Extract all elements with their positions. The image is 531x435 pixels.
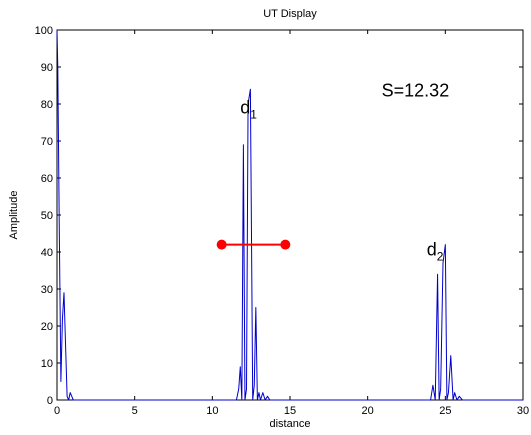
x-tick-label: 5 [132,405,138,417]
s-value-label: S=12.32 [382,81,450,101]
y-tick-label: 60 [41,173,53,185]
x-tick-label: 20 [362,405,374,417]
x-tick-label: 10 [206,405,218,417]
y-tick-label: 40 [41,247,53,259]
x-tick-label: 25 [439,405,451,417]
y-axis-label: Amplitude [8,191,20,240]
plot-area [56,29,524,401]
peak-label-d1-main: d [240,97,250,117]
x-tick-label: 0 [54,405,60,417]
peak-label-d1-subscript: 1 [250,107,257,121]
y-tick-label: 70 [41,136,53,148]
peak-label-d2-main: d [427,240,437,260]
y-tick-label: 30 [41,284,53,296]
x-axis-label: distance [270,418,311,430]
marker-end-dot [280,239,291,250]
x-tick-label: 15 [284,405,296,417]
series-layer [56,29,523,401]
y-tick-label: 50 [41,210,53,222]
y-tick-label: 80 [41,99,53,111]
marker-layer [216,239,291,250]
marker-start-dot [216,239,227,250]
peak-label-d2: d2 [427,240,444,264]
y-tick-label: 20 [41,321,53,333]
peak-label-d2-subscript: 2 [437,250,444,264]
y-tick-label: 90 [41,62,53,74]
chart-title: UT Display [263,8,317,20]
y-tick-label: 10 [41,358,53,370]
y-tick-label: 0 [47,395,53,407]
peak-label-d1: d1 [240,97,257,121]
y-tick-label: 100 [35,25,53,37]
amplitude-series-line [56,29,523,401]
x-tick-label: 30 [517,405,529,417]
y-axis: 0 10 20 30 40 50 60 70 80 90 100 [35,25,523,407]
x-axis: 0 5 10 15 20 25 30 [54,30,529,417]
